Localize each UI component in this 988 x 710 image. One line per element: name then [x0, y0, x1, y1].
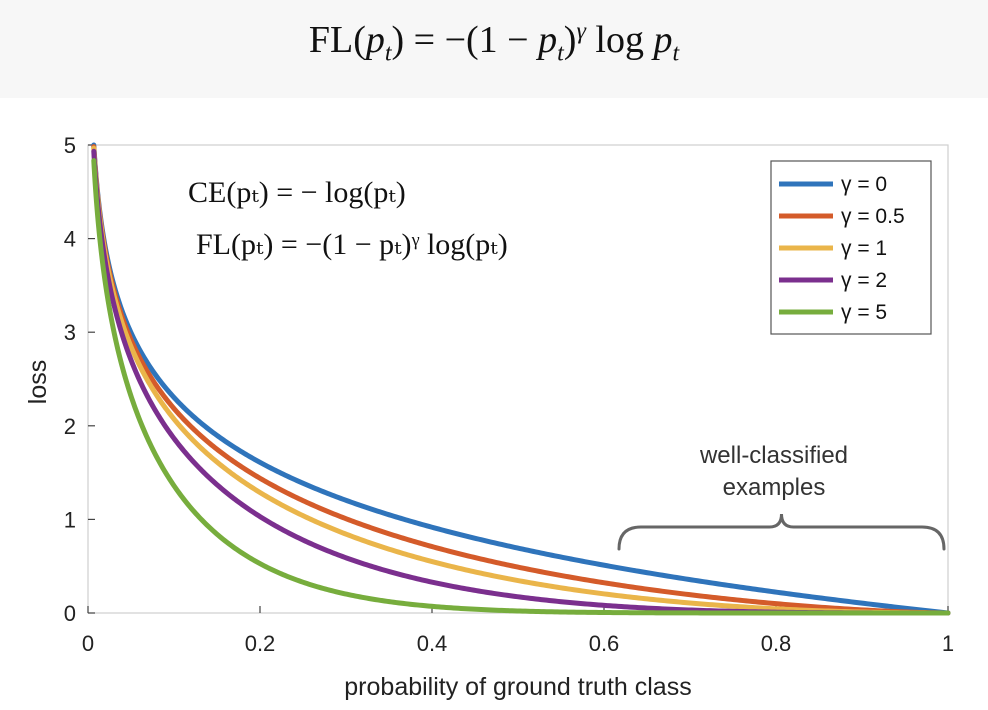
legend-label: γ = 0: [841, 173, 887, 196]
fl-equation: FL(pₜ) = −(1 − pₜ)ᵞ log(pₜ): [196, 228, 508, 261]
x-tick-label: 0: [82, 631, 94, 656]
x-tick-label: 0.8: [761, 631, 792, 656]
y-tick-label: 2: [64, 414, 76, 439]
ce-equation: CE(pₜ) = − log(pₜ): [188, 176, 406, 209]
y-tick-label: 5: [64, 133, 76, 158]
y-tick-label: 3: [64, 320, 76, 345]
loss-curves: [91, 142, 951, 616]
annotation-line-2: examples: [723, 474, 826, 501]
y-tick-label: 1: [64, 507, 76, 532]
x-tick-label: 1: [942, 631, 954, 656]
x-tick-label: 0.4: [417, 631, 448, 656]
curve-gamma-0: [91, 142, 951, 616]
axis-ticks: 0 0.2 0.4 0.6 0.8 1 0 1 2 3 4 5: [64, 133, 954, 656]
x-tick-label: 0.2: [245, 631, 276, 656]
legend-label: γ = 1: [841, 237, 887, 260]
x-axis-label: probability of ground truth class: [344, 673, 691, 701]
y-tick-label: 0: [64, 601, 76, 626]
y-tick-label: 4: [64, 227, 76, 252]
legend: γ = 0 γ = 0.5 γ = 1 γ = 2 γ = 5: [770, 160, 932, 335]
y-axis-label: loss: [24, 360, 52, 404]
focal-loss-formula: FL(pt) = −(1 − pt)γ log pt: [308, 18, 680, 67]
annotation-line-1: well-classified: [699, 442, 848, 469]
legend-label: γ = 0.5: [841, 205, 905, 228]
formula-banner: FL(pt) = −(1 − pt)γ log pt: [0, 0, 988, 98]
x-tick-label: 0.6: [589, 631, 620, 656]
well-classified-annotation: well-classified examples: [617, 442, 946, 551]
curly-brace: [617, 513, 946, 551]
curve-gamma-0-5: [91, 144, 951, 616]
curve-gamma-1: [91, 145, 951, 616]
curve-gamma-5: [91, 158, 951, 616]
legend-items: γ = 0 γ = 0.5 γ = 1 γ = 2 γ = 5: [779, 173, 905, 324]
legend-label: γ = 2: [841, 269, 887, 292]
legend-label: γ = 5: [841, 301, 887, 324]
